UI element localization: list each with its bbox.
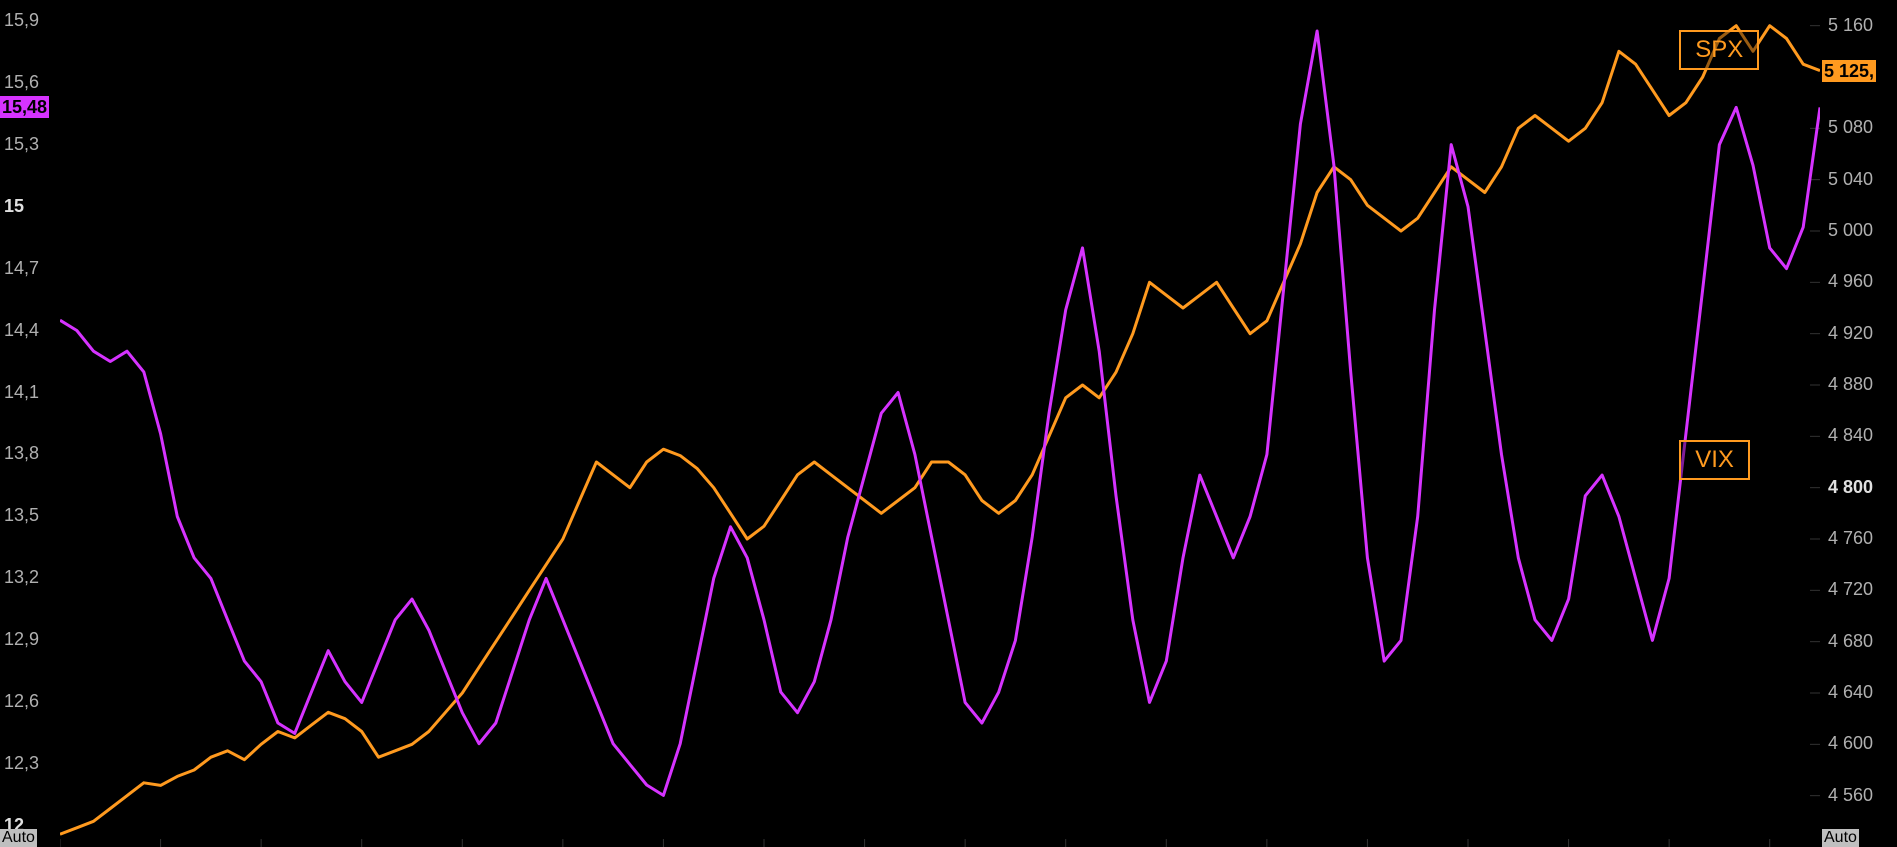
right-axis-tick-label: 4 800	[1828, 477, 1873, 498]
spx-line	[60, 26, 1820, 835]
left-axis-tick-label: 15,9	[4, 10, 39, 31]
left-axis-tick-label: 15	[4, 196, 24, 217]
spx-legend[interactable]: SPX	[1679, 30, 1759, 70]
right-axis-tick-label: 4 600	[1828, 733, 1873, 754]
chart-plot-area[interactable]	[60, 0, 1820, 847]
left-axis-tick-label: 12,6	[4, 691, 39, 712]
right-axis-tick-label: 5 160	[1828, 15, 1873, 36]
left-axis-tick-label: 13,2	[4, 567, 39, 588]
left-axis-tick-label: 12,3	[4, 753, 39, 774]
right-axis-tick-label: 4 560	[1828, 785, 1873, 806]
left-axis-tick-label: 14,7	[4, 258, 39, 279]
right-axis-value-tag: 5 125,	[1822, 60, 1876, 82]
right-axis-tick-label: 5 040	[1828, 169, 1873, 190]
left-axis-tick-label: 15,6	[4, 72, 39, 93]
right-axis-tick-label: 4 640	[1828, 682, 1873, 703]
right-axis-tick-label: 4 880	[1828, 374, 1873, 395]
left-axis-tick-label: 13,5	[4, 505, 39, 526]
left-axis-value-tag: 15,48	[0, 96, 49, 118]
vix-line	[60, 31, 1820, 795]
right-axis-tick-label: 4 760	[1828, 528, 1873, 549]
left-axis-tick-label: 13,8	[4, 443, 39, 464]
left-axis-auto-tag[interactable]: Auto	[0, 829, 37, 847]
left-axis-tick-label: 14,4	[4, 320, 39, 341]
right-axis-tick-label: 4 960	[1828, 271, 1873, 292]
right-axis-tick-label: 4 720	[1828, 579, 1873, 600]
left-axis-tick-label: 12,9	[4, 629, 39, 650]
right-axis-tick-label: 4 680	[1828, 631, 1873, 652]
right-axis-tick-label: 5 080	[1828, 117, 1873, 138]
right-axis-tick-label: 4 920	[1828, 323, 1873, 344]
vix-legend[interactable]: VIX	[1679, 440, 1750, 480]
left-axis-tick-label: 14,1	[4, 382, 39, 403]
left-axis-tick-label: 15,3	[4, 134, 39, 155]
chart-root: 15,9 15,6 15,48 15,3 15 14,7 14,4 14,1 13,8 13,5 1…	[0, 0, 1897, 847]
right-axis-tick-label: 4 840	[1828, 425, 1873, 446]
right-axis-auto-tag[interactable]: Auto	[1822, 829, 1859, 847]
right-axis-tick-label: 5 000	[1828, 220, 1873, 241]
